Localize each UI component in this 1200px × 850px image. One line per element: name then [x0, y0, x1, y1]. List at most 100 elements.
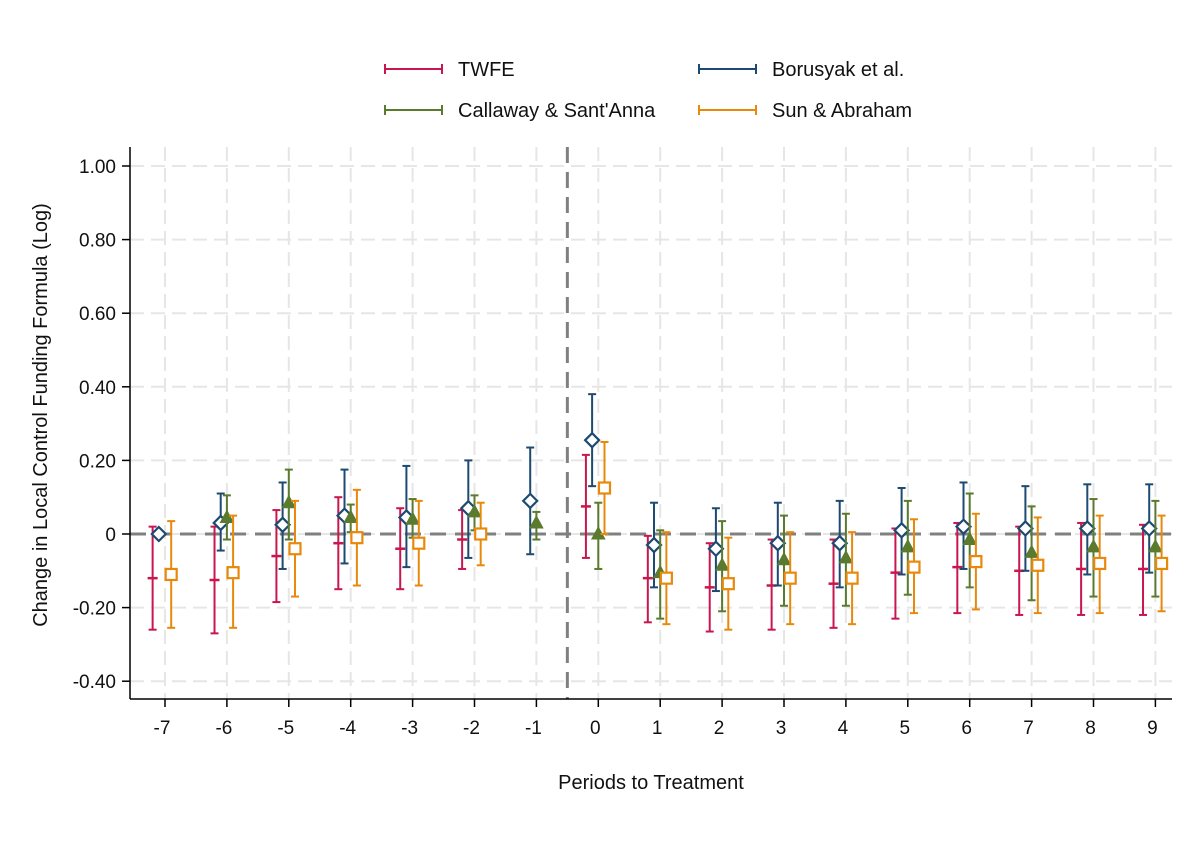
legend-label: TWFE: [458, 59, 515, 81]
data-point: [521, 446, 539, 556]
series-callaway-sant-anna: [219, 468, 1163, 620]
point-marker: [721, 577, 735, 591]
series-twfe: [147, 453, 1149, 635]
x-tick-label: 7: [1023, 718, 1034, 739]
point-marker: [969, 554, 983, 569]
data-point: [583, 393, 601, 488]
data-point: [274, 481, 292, 570]
data-point: [831, 499, 849, 589]
data-point: [954, 481, 973, 570]
y-axis-title: Change in Local Control Funding Formula …: [30, 203, 52, 627]
legend: TWFE Borusyak et al. Callaway & Sant'Anna S…: [384, 59, 912, 122]
data-point: [1076, 521, 1087, 616]
x-tick-label: 5: [900, 718, 911, 739]
y-tick-label: -0.40: [73, 672, 116, 693]
x-tick-label: 2: [714, 718, 725, 739]
data-point: [962, 492, 978, 589]
x-tick-label: -6: [215, 718, 232, 739]
point-marker: [1024, 544, 1039, 558]
data-point: [405, 498, 420, 539]
legend-item-callaway-sant-anna: Callaway & Sant'Anna: [384, 100, 656, 122]
data-point: [907, 518, 921, 615]
y-tick-label: 1.00: [79, 157, 116, 178]
point-marker: [1154, 556, 1169, 571]
point-marker: [521, 492, 539, 510]
data-point: [1093, 514, 1107, 615]
point-marker: [474, 527, 488, 541]
data-point: [1140, 483, 1158, 574]
data-point: [226, 514, 240, 629]
point-marker: [838, 549, 854, 564]
data-point: [845, 531, 859, 626]
reference-lines: [130, 147, 1172, 699]
legend-label: Sun & Abraham: [772, 100, 912, 122]
data-point: [395, 507, 406, 591]
point-marker: [467, 503, 482, 518]
point-marker: [288, 542, 302, 556]
point-marker: [769, 534, 787, 552]
data-point: [1138, 523, 1149, 616]
point-marker: [226, 566, 240, 580]
point-marker: [529, 514, 544, 529]
point-marker: [583, 431, 601, 449]
y-tick-label: 0.60: [79, 304, 116, 325]
data-point: [147, 525, 158, 631]
data-point: [597, 441, 612, 535]
point-marker: [343, 509, 359, 523]
y-tick-label: 0.80: [79, 231, 116, 252]
data-point: [209, 525, 220, 635]
point-marker: [776, 551, 792, 566]
data-point: [659, 531, 673, 626]
y-tick-label: 0: [105, 525, 116, 546]
point-marker: [405, 511, 420, 525]
data-point: [219, 494, 235, 541]
data-point: [969, 512, 983, 611]
data-point: [900, 499, 916, 596]
legend-item-borusyak-et-al: Borusyak et al.: [698, 59, 904, 81]
y-tick-label: 0.40: [79, 378, 116, 399]
x-axis-title: Periods to Treatment: [558, 772, 744, 794]
point-marker: [1016, 519, 1034, 538]
x-tick-label: 9: [1147, 718, 1158, 739]
data-point: [714, 520, 730, 613]
data-point: [474, 501, 488, 567]
data-point: [1148, 499, 1163, 598]
data-point: [288, 499, 302, 598]
axes: 1.00 0.80 0.60 0.40 0.20 0 -0.20 -0.40 -7 -6 -5 -4 -…: [73, 147, 1172, 739]
legend-label: Borusyak et al.: [772, 59, 904, 81]
point-marker: [412, 536, 426, 550]
data-point: [893, 487, 911, 576]
data-point: [952, 521, 963, 615]
data-point: [1078, 483, 1096, 576]
data-point: [783, 531, 797, 626]
point-marker: [907, 560, 921, 574]
x-tick-label: -5: [277, 718, 294, 739]
data-point: [1024, 505, 1039, 602]
point-marker: [954, 518, 973, 536]
point-marker: [831, 534, 849, 552]
point-marker: [659, 571, 673, 585]
data-point: [350, 488, 364, 587]
data-point: [150, 525, 168, 543]
point-marker: [1148, 538, 1163, 553]
data-point: [776, 514, 792, 607]
data-point: [467, 494, 482, 532]
data-point: [412, 499, 426, 587]
x-tick-label: 6: [961, 718, 972, 739]
series-layer: [147, 393, 1169, 635]
data-point: [1154, 514, 1169, 613]
data-point: [642, 534, 653, 624]
data-point: [333, 496, 344, 591]
legend-item-twfe: TWFE: [384, 59, 515, 81]
data-point: [769, 501, 787, 587]
point-marker: [783, 571, 797, 585]
data-point: [529, 510, 544, 541]
legend-item-sun-abraham: Sun & Abraham: [698, 100, 912, 122]
x-tick-label: 3: [776, 718, 787, 739]
data-point: [645, 501, 663, 589]
x-tick-label: -7: [154, 718, 171, 739]
point-marker: [893, 521, 911, 539]
y-tick-label: 0.20: [79, 451, 116, 472]
x-tick-label: -1: [525, 718, 542, 739]
